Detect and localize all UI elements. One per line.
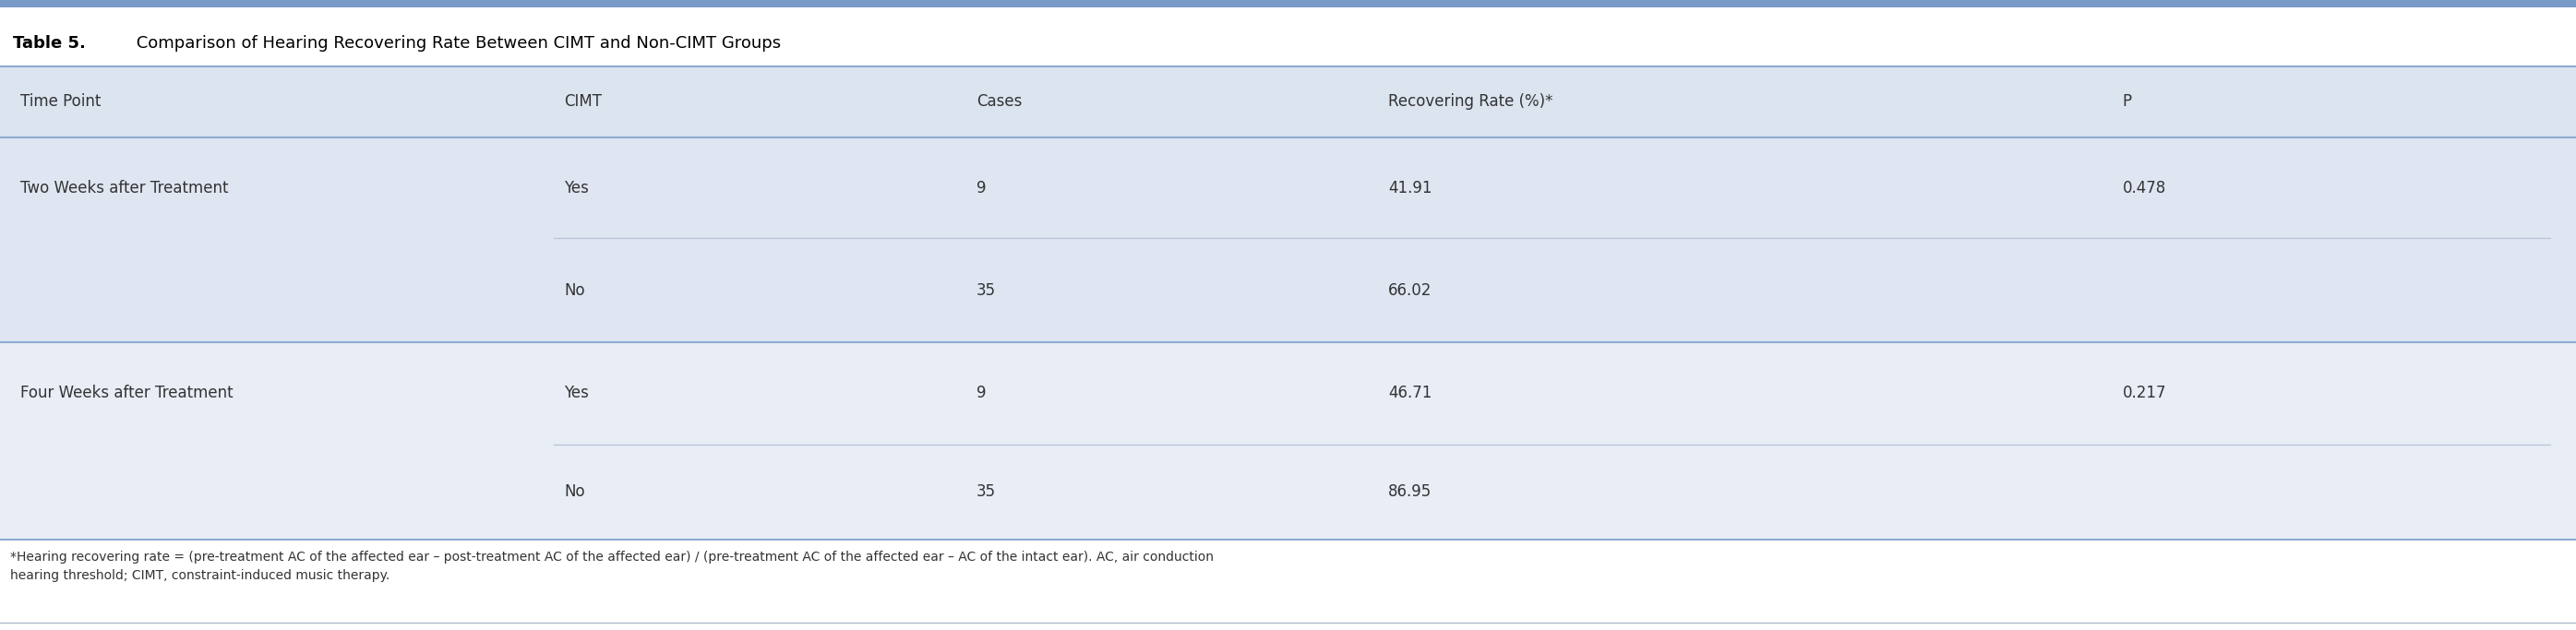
Text: P: P — [2123, 93, 2133, 110]
Bar — [0, 0, 2576, 8]
Text: 41.91: 41.91 — [1388, 180, 1432, 196]
Text: Time Point: Time Point — [21, 93, 100, 110]
Text: No: No — [564, 484, 585, 500]
Text: 86.95: 86.95 — [1388, 484, 1432, 500]
Text: 9: 9 — [976, 180, 987, 196]
Text: 35: 35 — [976, 484, 997, 500]
Text: 0.478: 0.478 — [2123, 180, 2166, 196]
Bar — [0, 66, 2576, 137]
Bar — [0, 444, 2576, 540]
Text: No: No — [564, 282, 585, 299]
Bar — [0, 137, 2576, 238]
Text: Table 5.: Table 5. — [13, 35, 85, 52]
Text: Comparison of Hearing Recovering Rate Between CIMT and Non-CIMT Groups: Comparison of Hearing Recovering Rate Be… — [131, 35, 781, 52]
Bar — [0, 342, 2576, 444]
Bar — [0, 540, 2576, 630]
Text: Yes: Yes — [564, 180, 590, 196]
Bar — [0, 8, 2576, 66]
Text: 35: 35 — [976, 282, 997, 299]
Text: Recovering Rate (%)*: Recovering Rate (%)* — [1388, 93, 1553, 110]
Text: 0.217: 0.217 — [2123, 385, 2166, 401]
Text: Cases: Cases — [976, 93, 1023, 110]
Text: 46.71: 46.71 — [1388, 385, 1432, 401]
Bar — [0, 238, 2576, 342]
Text: 66.02: 66.02 — [1388, 282, 1432, 299]
Text: *Hearing recovering rate = (pre-treatment AC of the affected ear – post-treatmen: *Hearing recovering rate = (pre-treatmen… — [10, 551, 1213, 582]
Text: Yes: Yes — [564, 385, 590, 401]
Text: Four Weeks after Treatment: Four Weeks after Treatment — [21, 385, 234, 401]
Text: 9: 9 — [976, 385, 987, 401]
Text: Two Weeks after Treatment: Two Weeks after Treatment — [21, 180, 229, 196]
Text: CIMT: CIMT — [564, 93, 603, 110]
